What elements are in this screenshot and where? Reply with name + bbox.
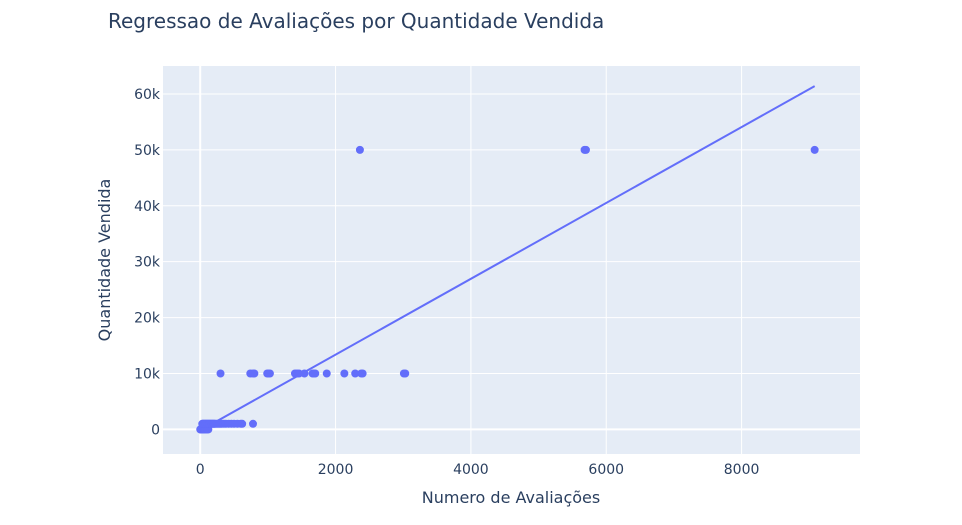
y-tick-label: 0 bbox=[151, 422, 160, 438]
y-tick-label: 50k bbox=[134, 143, 161, 159]
chart-title: Regressao de Avaliações por Quantidade V… bbox=[108, 9, 604, 33]
data-point bbox=[323, 369, 331, 377]
y-tick-label: 40k bbox=[134, 199, 161, 215]
x-axis-ticks: 0 2000 4000 6000 8000 bbox=[196, 462, 760, 478]
x-tick-label: 6000 bbox=[588, 462, 624, 478]
data-point bbox=[300, 369, 308, 377]
y-tick-label: 60k bbox=[134, 87, 161, 103]
data-point bbox=[238, 420, 246, 428]
data-point bbox=[356, 146, 364, 154]
y-tick-label: 10k bbox=[134, 366, 161, 382]
data-point bbox=[217, 369, 225, 377]
x-tick-label: 2000 bbox=[318, 462, 354, 478]
data-point bbox=[311, 369, 319, 377]
plot-area bbox=[163, 66, 860, 454]
data-point bbox=[340, 369, 348, 377]
data-point bbox=[250, 369, 258, 377]
y-axis-ticks: 0 10k 20k 30k 40k 50k 60k bbox=[134, 87, 161, 438]
data-point bbox=[582, 146, 590, 154]
y-tick-label: 30k bbox=[134, 255, 161, 271]
x-tick-label: 8000 bbox=[724, 462, 760, 478]
data-point bbox=[811, 146, 819, 154]
data-point bbox=[401, 369, 409, 377]
x-axis-title: Numero de Avaliações bbox=[422, 488, 600, 507]
data-point bbox=[266, 369, 274, 377]
y-tick-label: 20k bbox=[134, 311, 161, 327]
data-point bbox=[249, 420, 257, 428]
y-axis-title: Quantidade Vendida bbox=[95, 179, 114, 342]
data-point bbox=[359, 369, 367, 377]
x-tick-label: 4000 bbox=[453, 462, 489, 478]
x-tick-label: 0 bbox=[196, 462, 205, 478]
